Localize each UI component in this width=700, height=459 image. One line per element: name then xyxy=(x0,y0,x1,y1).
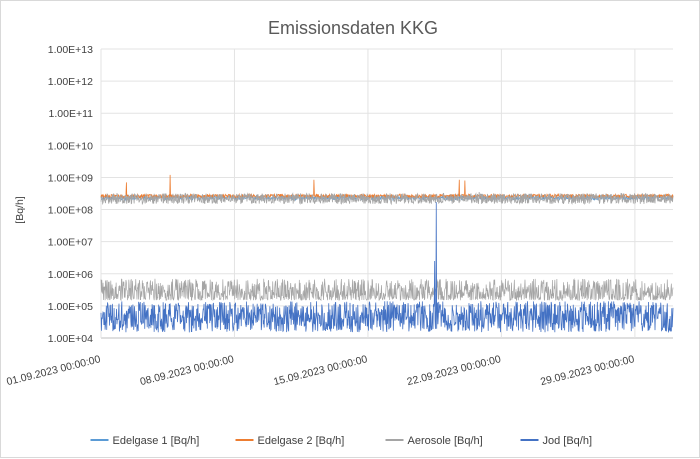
legend-label: Jod [Bq/h] xyxy=(543,435,593,447)
legend-item-jod: Jod [Bq/h] xyxy=(520,435,593,447)
plot-series xyxy=(100,174,674,334)
y-tick-label: 1.00E+04 xyxy=(48,333,93,345)
series-line xyxy=(100,202,674,334)
series-jod xyxy=(100,202,674,334)
x-tick-label: 22.09.2023 00:00:00 xyxy=(406,353,503,388)
legend-label: Edelgase 1 [Bq/h] xyxy=(113,435,200,447)
x-tick-label: 29.09.2023 00:00:00 xyxy=(539,353,636,388)
legend-label: Aerosole [Bq/h] xyxy=(408,435,483,447)
x-tick-label: 01.09.2023 00:00:00 xyxy=(5,353,102,388)
x-tick-label: 15.09.2023 00:00:00 xyxy=(272,353,369,388)
series-line xyxy=(100,192,674,206)
y-axis-label: [Bq/h] xyxy=(14,196,26,224)
legend-item-aerosole: Aerosole [Bq/h] xyxy=(385,435,483,447)
x-tick-label: 08.09.2023 00:00:00 xyxy=(139,353,236,388)
x-tick-labels: 01.09.2023 00:00:00 08.09.2023 00:00:00 15… xyxy=(5,353,635,388)
y-tick-label: 1.00E+09 xyxy=(48,172,93,184)
legend-item-edelgase-2: Edelgase 2 [Bq/h] xyxy=(235,435,345,447)
y-tick-label: 1.00E+12 xyxy=(48,76,93,88)
y-tick-label: 1.00E+05 xyxy=(48,301,93,313)
y-tick-label: 1.00E+07 xyxy=(48,237,93,249)
y-tick-label: 1.00E+10 xyxy=(48,140,93,152)
legend-item-edelgase-1: Edelgase 1 [Bq/h] xyxy=(90,435,200,447)
y-tick-label: 1.00E+11 xyxy=(49,108,94,120)
legend: Edelgase 1 [Bq/h] Edelgase 2 [Bq/h] Aeroso… xyxy=(90,435,593,447)
series-aerosole xyxy=(100,192,674,302)
y-tick-label: 1.00E+08 xyxy=(48,205,93,217)
y-tick-label: 1.00E+06 xyxy=(48,269,93,281)
series-line-low-band xyxy=(100,278,674,302)
chart-title: Emissionsdaten KKG xyxy=(268,18,438,38)
y-tick-label: 1.00E+13 xyxy=(48,44,93,56)
y-tick-labels: 1.00E+04 1.00E+05 1.00E+06 1.00E+07 1.00E+08… xyxy=(48,44,93,345)
legend-label: Edelgase 2 [Bq/h] xyxy=(258,435,345,447)
